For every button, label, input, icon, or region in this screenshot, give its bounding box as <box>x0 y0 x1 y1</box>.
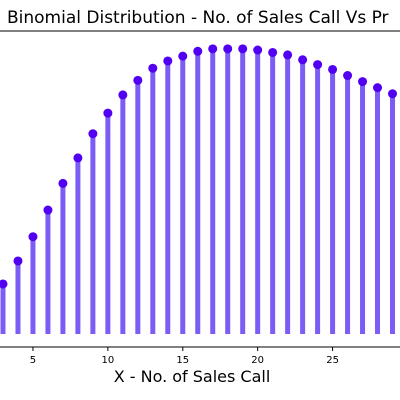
point-27 <box>358 77 368 87</box>
point-21 <box>268 47 278 57</box>
point-8 <box>73 153 83 163</box>
point-15 <box>178 51 188 61</box>
point-3 <box>0 279 8 289</box>
markers-layer <box>0 44 398 289</box>
point-9 <box>88 129 98 139</box>
point-20 <box>253 45 263 55</box>
x-tick-label-10: 10 <box>101 355 114 366</box>
point-22 <box>283 50 293 60</box>
point-23 <box>298 55 308 65</box>
point-19 <box>238 44 248 54</box>
point-4 <box>13 256 23 266</box>
point-17 <box>208 44 218 54</box>
point-6 <box>43 205 53 215</box>
point-14 <box>163 56 173 66</box>
point-16 <box>193 46 203 56</box>
point-13 <box>148 63 158 73</box>
x-tick-label-20: 20 <box>251 355 264 366</box>
point-12 <box>133 75 143 85</box>
point-10 <box>103 108 113 118</box>
point-28 <box>373 83 383 93</box>
chart-title: Binomial Distribution - No. of Sales Cal… <box>7 8 389 28</box>
point-7 <box>58 178 68 188</box>
stems-layer <box>0 48 396 334</box>
x-tick-label-15: 15 <box>176 355 189 366</box>
x-ticks: 5 10 15 20 25 <box>30 347 339 366</box>
point-18 <box>223 44 233 54</box>
x-tick-label-5: 5 <box>30 355 36 366</box>
point-25 <box>328 64 338 74</box>
point-24 <box>313 60 323 70</box>
point-26 <box>343 71 353 81</box>
point-11 <box>118 90 128 100</box>
x-axis-label: X - No. of Sales Call <box>113 367 271 386</box>
x-tick-label-25: 25 <box>326 355 339 366</box>
point-5 <box>28 232 38 242</box>
point-29 <box>388 89 398 99</box>
